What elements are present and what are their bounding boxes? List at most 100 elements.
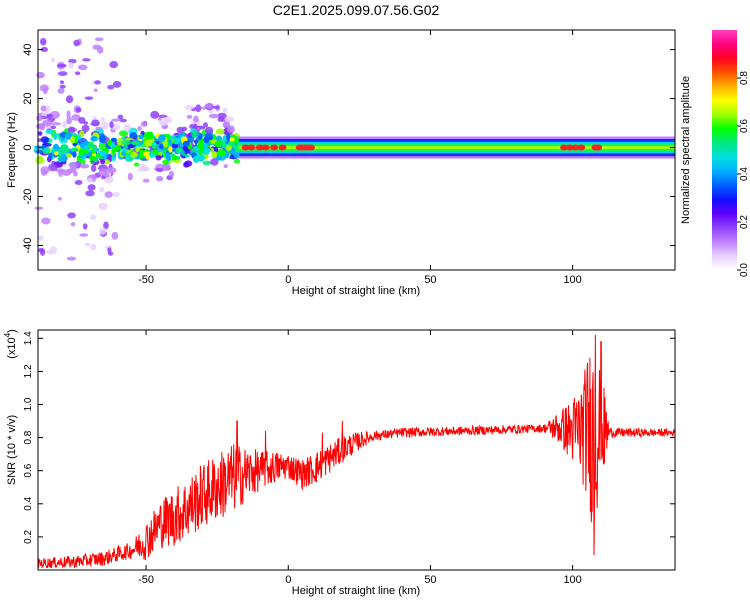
spectrogram-cell bbox=[117, 114, 124, 120]
spectrogram-cell bbox=[51, 122, 62, 126]
x-tick-label: -50 bbox=[138, 574, 154, 586]
spectrogram-cell bbox=[212, 105, 221, 110]
spectrogram-cell bbox=[61, 169, 72, 176]
spectrogram-cell bbox=[155, 175, 164, 182]
spectrogram-cell bbox=[81, 124, 90, 133]
spectrogram-cell bbox=[83, 149, 90, 154]
spectrogram-hotspot bbox=[241, 144, 250, 151]
spectrogram-cell bbox=[62, 120, 68, 129]
spectrogram-cell bbox=[202, 160, 212, 166]
spectrogram-cell bbox=[70, 135, 76, 144]
spectrogram-cell bbox=[192, 155, 200, 163]
spectrogram-cell bbox=[130, 153, 136, 159]
spectrogram-cell bbox=[222, 135, 228, 143]
spectrogram-cell bbox=[49, 110, 60, 119]
spectrogram-cell bbox=[85, 190, 95, 197]
spectrogram-cell bbox=[78, 117, 86, 124]
spectrogram-cell bbox=[191, 130, 200, 139]
spectrogram-cell bbox=[79, 143, 85, 148]
spectrogram-cell bbox=[58, 169, 63, 178]
y-tick-label: 1.4 bbox=[23, 331, 34, 345]
svg-text:(x104): (x104) bbox=[3, 329, 18, 359]
spectrogram-cell bbox=[144, 139, 151, 148]
spectrogram-cell bbox=[233, 144, 239, 152]
spectrogram-cell bbox=[163, 116, 173, 124]
spectrogram-cell bbox=[40, 37, 47, 46]
spectrogram-cell bbox=[189, 123, 195, 129]
spectrogram-cell bbox=[90, 243, 97, 251]
spectrogram-cell bbox=[37, 235, 44, 241]
spectrogram-cell bbox=[111, 154, 117, 162]
spectrogram-cell bbox=[171, 154, 177, 161]
spectrogram-cell bbox=[222, 107, 228, 114]
spectrogram-cell bbox=[214, 140, 222, 148]
spectrogram-cell bbox=[66, 153, 72, 158]
spectrogram-cell bbox=[53, 133, 58, 140]
x-tick-label: 50 bbox=[424, 574, 436, 586]
snr-x-axis-label: Height of straight line (km) bbox=[292, 585, 420, 597]
spectrogram-cell bbox=[38, 155, 43, 160]
spectrogram-cell bbox=[48, 163, 58, 172]
spectrogram-cell bbox=[45, 129, 54, 135]
spectrogram-cell bbox=[131, 140, 139, 145]
spectrogram-cell bbox=[74, 179, 83, 185]
spectrogram-cell bbox=[111, 118, 121, 122]
spectrogram-cell bbox=[82, 58, 91, 62]
x-tick-label: 100 bbox=[563, 274, 581, 286]
spectrogram-cell bbox=[98, 202, 108, 211]
spectrogram-cell bbox=[175, 137, 181, 144]
spectrogram-cell bbox=[234, 158, 241, 164]
spectrogram-x-axis-label: Height of straight line (km) bbox=[292, 285, 420, 297]
spectrogram-cell bbox=[233, 136, 240, 144]
y-tick-label: 1.2 bbox=[23, 364, 34, 378]
spectrogram-cell bbox=[40, 136, 50, 144]
snr-frame bbox=[37, 329, 676, 571]
colorbar-ticks: 0.0 0.2 0.4 0.6 0.8 bbox=[737, 71, 750, 277]
spectrogram-cell bbox=[145, 154, 151, 160]
spectrogram-cell bbox=[104, 173, 110, 178]
spectrogram-cell bbox=[60, 80, 65, 85]
spectrogram-cell bbox=[59, 84, 66, 89]
spectrogram-cell bbox=[94, 80, 101, 85]
figure-title: C2E1.2025.099.07.56.G02 bbox=[273, 2, 440, 18]
spectrogram-cell bbox=[45, 250, 54, 254]
spectrogram-cell bbox=[66, 116, 72, 125]
spectrogram-cell bbox=[74, 71, 81, 76]
spectrogram-cell bbox=[142, 178, 150, 183]
spectrogram-cell bbox=[103, 159, 111, 165]
y-tick-label: -20 bbox=[22, 189, 34, 205]
spectrogram-cell bbox=[104, 191, 113, 198]
spectrogram-cell bbox=[57, 71, 68, 76]
spectrogram-cell bbox=[217, 148, 226, 157]
spectrogram-cell bbox=[58, 156, 67, 162]
spectrogram-cell bbox=[83, 141, 90, 146]
spectrogram-cell bbox=[67, 212, 76, 219]
spectrogram-cell bbox=[143, 131, 152, 140]
spectrogram-cell bbox=[94, 37, 104, 42]
colorbar-gradient bbox=[712, 30, 737, 270]
spectrogram-cell bbox=[198, 125, 206, 130]
spectrogram-cell bbox=[187, 135, 195, 144]
spectrogram-cell bbox=[114, 144, 120, 150]
spectrogram-cell bbox=[52, 143, 60, 151]
spectrogram-cell bbox=[46, 113, 53, 118]
spectrogram-hotspot bbox=[560, 144, 569, 151]
spectrogram-cell bbox=[90, 164, 97, 173]
spectrogram-cell bbox=[87, 143, 94, 148]
spectrogram-cell bbox=[138, 134, 144, 140]
snr-series-line bbox=[37, 334, 676, 569]
spectrogram-cell bbox=[155, 155, 162, 161]
spectrogram-cell bbox=[87, 184, 96, 191]
spectrogram-cell bbox=[166, 154, 172, 162]
spectrogram-panel: -50 0 50 100 -40 -20 0 20 40 Height of straight… bbox=[6, 29, 676, 297]
spectrogram-cell bbox=[67, 126, 76, 133]
spectrogram-cell bbox=[37, 131, 43, 136]
spectrogram-cell bbox=[138, 166, 148, 172]
spectrogram-cell bbox=[111, 123, 121, 131]
spectrogram-cell bbox=[168, 170, 175, 178]
spectrogram-cell bbox=[79, 130, 85, 138]
spectrogram-cell bbox=[182, 140, 190, 147]
spectrogram-cell bbox=[226, 133, 231, 141]
spectrogram-cell bbox=[118, 130, 129, 137]
spectrogram-cell bbox=[36, 123, 45, 129]
